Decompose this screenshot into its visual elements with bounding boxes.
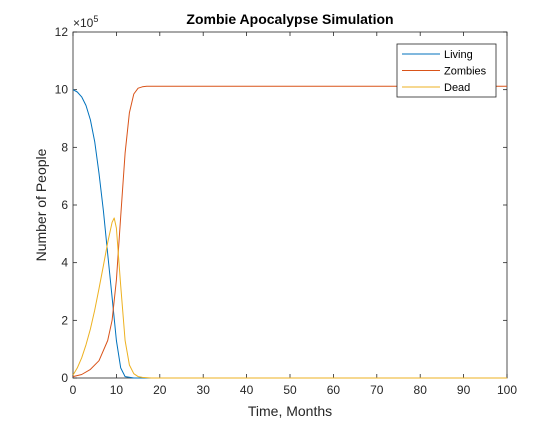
x-tick-label: 60 [327, 383, 341, 397]
legend-entry-dead: Dead [444, 82, 470, 94]
y-tick-label: 0 [61, 371, 68, 385]
x-axis-label: Time, Months [248, 403, 332, 419]
x-tick-label: 10 [110, 383, 124, 397]
x-tick-label: 100 [497, 383, 517, 397]
x-tick-label: 20 [153, 383, 167, 397]
x-tick-label: 30 [197, 383, 211, 397]
series-line-zombies [72, 85, 507, 378]
axis-ticks: 0 10 20 30 40 50 60 70 80 90 100 0 2 4 6 8 10 12 [55, 25, 518, 397]
y-axis-label: Number of People [33, 148, 49, 261]
x-tick-label: 90 [457, 383, 471, 397]
y-tick-label: 2 [61, 313, 68, 327]
y-exponent-label: ×105 [73, 14, 98, 30]
x-tick-label: 70 [370, 383, 384, 397]
legend: Living Zombies Dead [396, 43, 497, 98]
x-tick-label: 0 [70, 383, 77, 397]
y-tick-label: 6 [61, 198, 68, 212]
x-tick-label: 50 [283, 383, 297, 397]
series-lines [72, 85, 507, 379]
legend-entry-zombies: Zombies [444, 66, 487, 78]
y-tick-label: 10 [55, 83, 69, 97]
legend-entry-living: Living [444, 49, 473, 61]
series-line-dead [72, 217, 507, 379]
y-exponent-base: ×10 [73, 16, 94, 30]
y-exponent-power: 5 [93, 14, 98, 24]
y-tick-label: 4 [61, 256, 68, 270]
y-tick-label: 12 [55, 25, 69, 39]
x-tick-label: 40 [240, 383, 254, 397]
chart-title: Zombie Apocalypse Simulation [186, 11, 393, 27]
y-tick-label: 8 [61, 140, 68, 154]
x-tick-label: 80 [414, 383, 428, 397]
